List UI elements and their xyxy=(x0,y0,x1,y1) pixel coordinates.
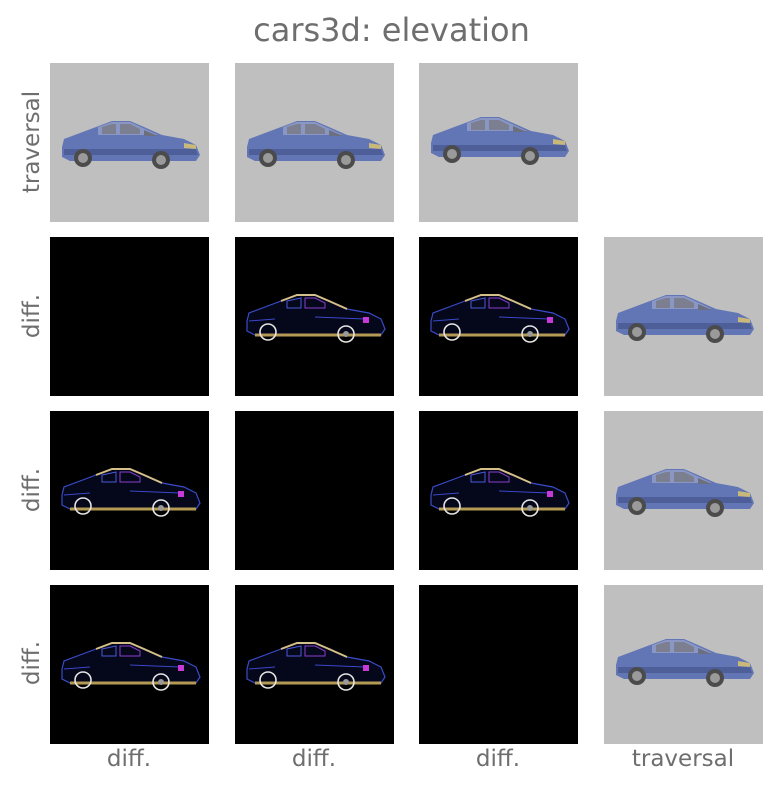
traversal-image-r1c1 xyxy=(50,63,209,222)
row-label-diff-2: diff. xyxy=(19,467,45,513)
col-label-diff-2: diff. xyxy=(291,746,337,772)
car-diff-image xyxy=(235,585,394,744)
row-label-diff-3: diff. xyxy=(19,640,45,686)
col-label-diff-1: diff. xyxy=(106,746,152,772)
col-label-traversal: traversal xyxy=(631,746,735,772)
car-diff-image xyxy=(50,585,209,744)
diff-image-r3c1 xyxy=(50,411,209,570)
car-image xyxy=(604,411,763,570)
car-diff-image xyxy=(419,237,578,396)
diff-image-r4c2 xyxy=(235,585,394,744)
diff-image-r2c2 xyxy=(235,237,394,396)
diff-image-r4c1 xyxy=(50,585,209,744)
diff-image-r3c2 xyxy=(235,411,394,570)
car-image xyxy=(419,63,578,222)
figure-title: cars3d: elevation xyxy=(253,11,530,49)
diff-image-r2c1 xyxy=(50,237,209,396)
traversal-image-r2c4 xyxy=(604,237,763,396)
row-label-diff-1: diff. xyxy=(19,293,45,339)
car-image xyxy=(604,585,763,744)
traversal-image-r1c3 xyxy=(419,63,578,222)
car-image xyxy=(235,63,394,222)
car-image xyxy=(50,63,209,222)
diff-image-r4c3 xyxy=(419,585,578,744)
car-diff-image xyxy=(50,411,209,570)
diff-image-r2c3 xyxy=(419,237,578,396)
row-label-traversal: traversal xyxy=(19,90,45,194)
col-label-diff-3: diff. xyxy=(475,746,521,772)
traversal-image-r4c4 xyxy=(604,585,763,744)
car-image xyxy=(604,237,763,396)
traversal-image-r1c2 xyxy=(235,63,394,222)
traversal-image-r3c4 xyxy=(604,411,763,570)
car-diff-image xyxy=(419,411,578,570)
car-diff-image xyxy=(235,237,394,396)
diff-image-r3c3 xyxy=(419,411,578,570)
